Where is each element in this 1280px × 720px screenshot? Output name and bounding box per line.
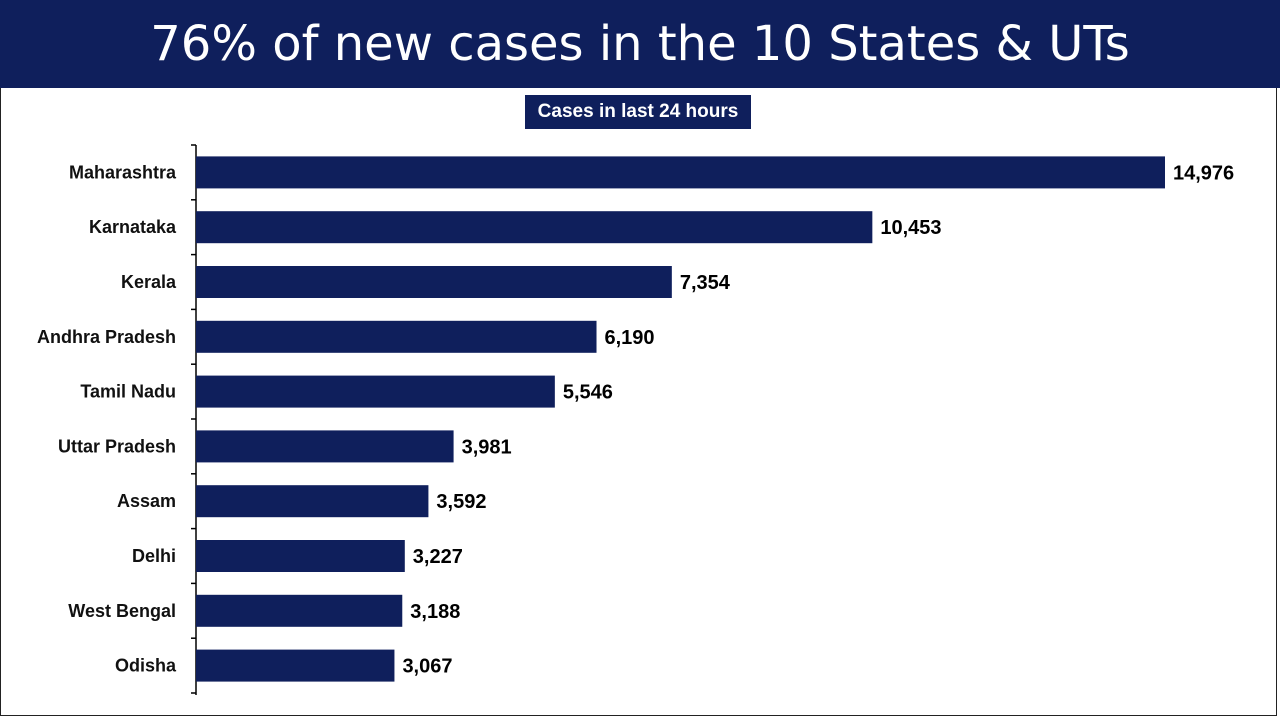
bar xyxy=(196,156,1165,189)
category-label: Odisha xyxy=(115,656,177,676)
category-label: West Bengal xyxy=(68,601,176,621)
category-label: Maharashtra xyxy=(69,162,177,182)
bar xyxy=(196,320,597,353)
bar xyxy=(196,266,672,298)
data-label: 5,546 xyxy=(563,382,613,404)
data-label: 6,190 xyxy=(605,327,655,349)
data-label: 3,188 xyxy=(410,601,460,623)
bar xyxy=(196,649,395,682)
data-label: 7,354 xyxy=(680,272,731,294)
slide-header: 76% of new cases in the 10 States & UTs xyxy=(0,0,1280,88)
bar xyxy=(196,430,454,463)
data-label: 14,976 xyxy=(1173,162,1234,184)
category-label: Andhra Pradesh xyxy=(37,327,176,347)
slide-frame xyxy=(0,88,1277,716)
data-label: 3,227 xyxy=(413,546,463,568)
category-label: Tamil Nadu xyxy=(80,382,176,402)
bar xyxy=(196,211,873,244)
bar xyxy=(196,594,403,627)
category-label: Karnataka xyxy=(89,217,177,237)
bar xyxy=(196,540,405,572)
data-label: 3,592 xyxy=(436,491,486,513)
bar xyxy=(196,485,429,518)
data-label: 10,453 xyxy=(880,217,941,239)
category-label: Kerala xyxy=(121,272,177,292)
slide-title: 76% of new cases in the 10 States & UTs xyxy=(150,16,1130,72)
data-label: 3,981 xyxy=(462,436,512,458)
category-label: Assam xyxy=(117,491,176,511)
bar xyxy=(196,375,555,408)
data-label: 3,067 xyxy=(402,656,452,678)
category-label: Uttar Pradesh xyxy=(58,436,176,456)
category-label: Delhi xyxy=(132,546,176,566)
chart-title: Cases in last 24 hours xyxy=(525,95,751,129)
